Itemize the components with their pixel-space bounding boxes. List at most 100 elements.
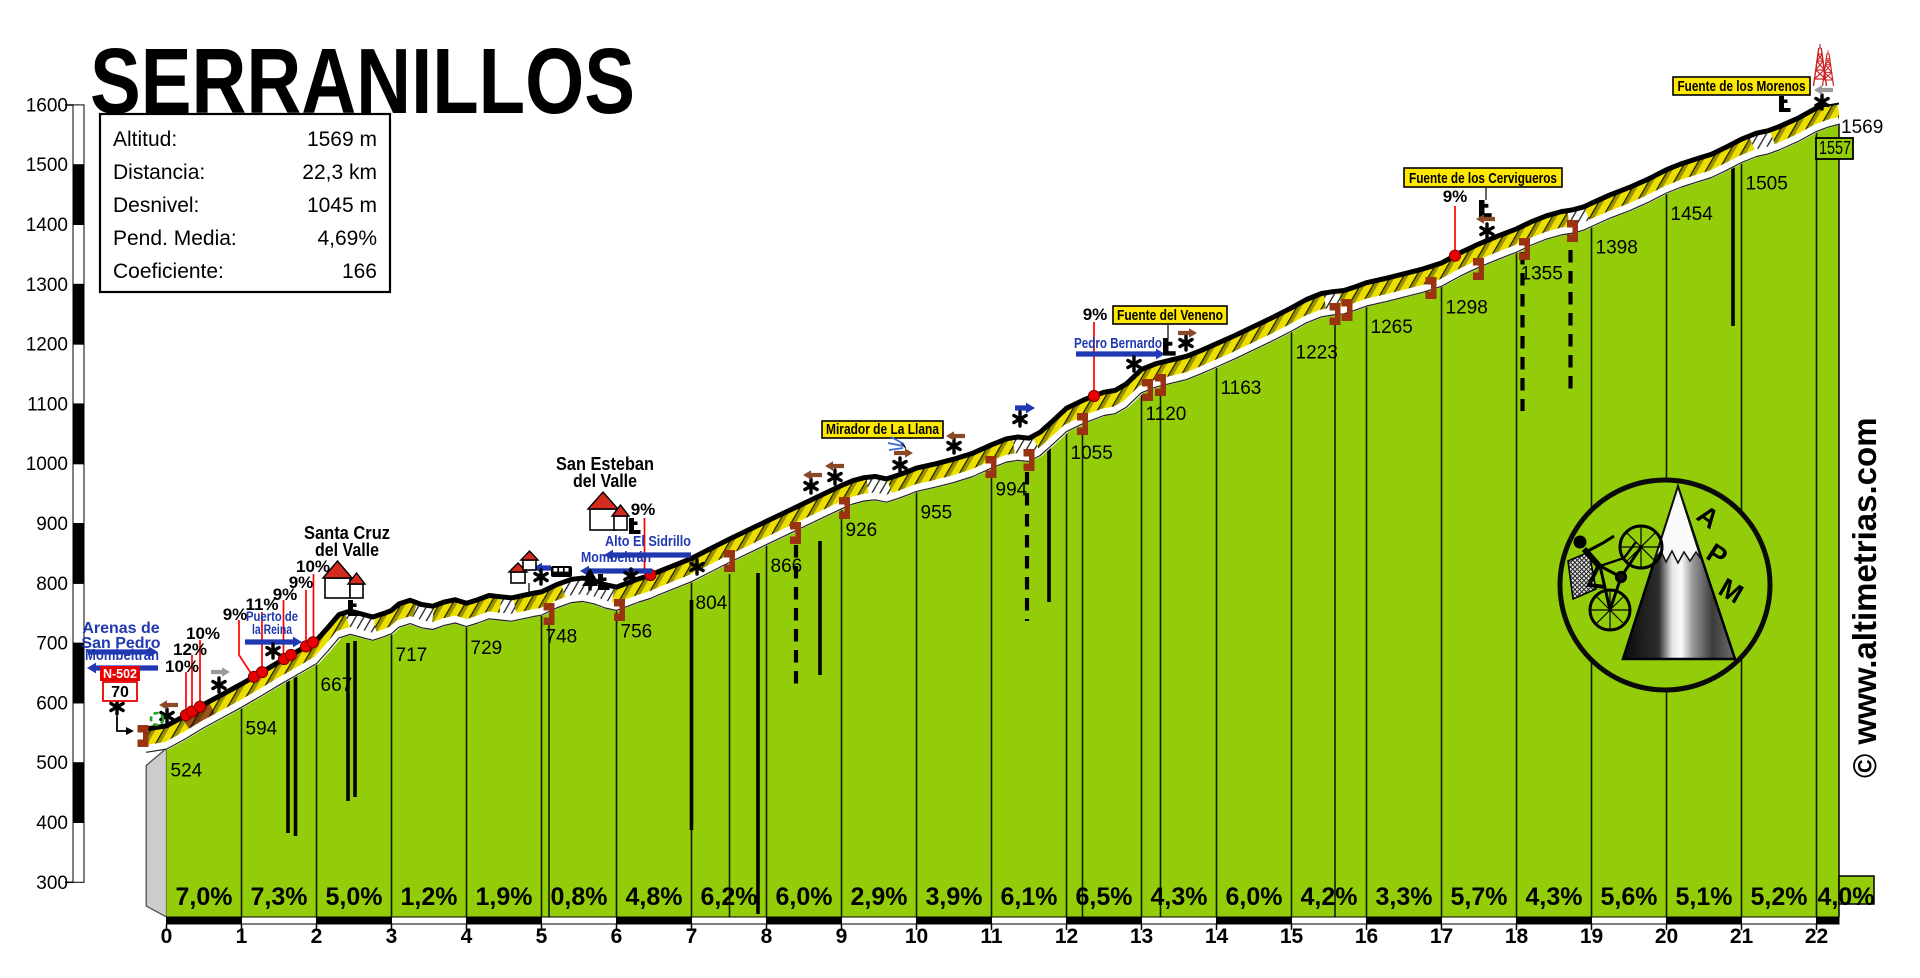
svg-text:667: 667 [321, 675, 353, 696]
svg-text:6,1%: 6,1% [1001, 883, 1058, 911]
svg-text:9%: 9% [631, 500, 656, 519]
svg-text:7,0%: 7,0% [176, 883, 233, 911]
svg-text:Fuente de los Cervigueros: Fuente de los Cervigueros [1409, 170, 1557, 187]
svg-text:Pedro Bernardo: Pedro Bernardo [1074, 335, 1162, 352]
svg-text:14: 14 [1205, 925, 1229, 948]
svg-text:10%: 10% [296, 557, 330, 576]
svg-text:1265: 1265 [1371, 317, 1413, 338]
svg-text:1045 m: 1045 m [307, 194, 377, 217]
svg-text:900: 900 [36, 514, 68, 535]
svg-text:1055: 1055 [1071, 443, 1113, 464]
svg-text:700: 700 [36, 634, 68, 655]
svg-text:7: 7 [686, 925, 698, 948]
svg-text:San Pedro: San Pedro [81, 635, 160, 652]
svg-text:3,9%: 3,9% [926, 883, 983, 911]
svg-text:300: 300 [36, 873, 68, 894]
svg-text:70: 70 [111, 684, 129, 701]
svg-text:1200: 1200 [26, 335, 68, 356]
svg-text:9%: 9% [273, 585, 298, 604]
svg-text:2: 2 [311, 925, 323, 948]
svg-text:4,69%: 4,69% [317, 227, 377, 250]
svg-text:1398: 1398 [1596, 238, 1638, 259]
svg-text:1355: 1355 [1521, 263, 1563, 284]
svg-text:© www.altimetrias.com: © www.altimetrias.com [1846, 417, 1883, 778]
svg-text:10%: 10% [186, 624, 220, 643]
svg-text:1,2%: 1,2% [401, 883, 458, 911]
svg-text:1569 m: 1569 m [307, 128, 377, 151]
svg-text:22,3 km: 22,3 km [302, 161, 377, 184]
svg-text:del Valle: del Valle [315, 540, 379, 560]
svg-text:1163: 1163 [1221, 378, 1262, 399]
svg-text:926: 926 [846, 520, 878, 541]
svg-text:0: 0 [161, 925, 173, 948]
svg-text:Distancia:: Distancia: [113, 161, 205, 184]
svg-text:Mirador de La Llana: Mirador de La Llana [826, 421, 940, 438]
svg-text:12: 12 [1055, 925, 1078, 948]
svg-text:6,0%: 6,0% [1226, 883, 1283, 911]
svg-text:Coeficiente:: Coeficiente: [113, 260, 224, 283]
svg-text:524: 524 [171, 760, 203, 781]
svg-text:21: 21 [1730, 925, 1754, 948]
svg-text:Mombeltrán: Mombeltrán [581, 549, 651, 566]
svg-text:6,0%: 6,0% [776, 883, 833, 911]
svg-text:8: 8 [761, 925, 773, 948]
svg-text:Desnivel:: Desnivel: [113, 194, 199, 217]
svg-text:166: 166 [342, 260, 377, 283]
svg-text:1400: 1400 [26, 215, 68, 236]
svg-text:1: 1 [236, 925, 248, 948]
svg-text:Mombeltrán: Mombeltrán [85, 647, 159, 664]
svg-text:9%: 9% [1083, 305, 1108, 324]
svg-text:5: 5 [536, 925, 548, 948]
svg-text:Pend. Media:: Pend. Media: [113, 227, 237, 250]
svg-text:1300: 1300 [26, 275, 68, 296]
svg-text:Alto El Sidrillo: Alto El Sidrillo [605, 533, 691, 550]
svg-text:4,0%: 4,0% [1818, 883, 1875, 911]
svg-text:4: 4 [461, 925, 473, 948]
svg-text:804: 804 [696, 593, 728, 614]
svg-text:San Esteban: San Esteban [556, 454, 654, 474]
svg-text:1569: 1569 [1841, 117, 1883, 138]
svg-text:5,6%: 5,6% [1601, 883, 1658, 911]
svg-text:Puerto de: Puerto de [246, 609, 298, 624]
svg-text:10%: 10% [165, 657, 199, 676]
svg-text:5,2%: 5,2% [1751, 883, 1808, 911]
svg-text:4,3%: 4,3% [1526, 883, 1583, 911]
svg-text:Santa Cruz: Santa Cruz [304, 523, 390, 543]
svg-text:756: 756 [621, 622, 653, 643]
svg-text:la Reina: la Reina [252, 622, 292, 637]
svg-text:Fuente del Veneno: Fuente del Veneno [1117, 307, 1223, 324]
svg-text:1,9%: 1,9% [476, 883, 533, 911]
svg-text:1120: 1120 [1146, 404, 1187, 425]
svg-text:1454: 1454 [1671, 204, 1714, 225]
svg-text:Arenas de: Arenas de [82, 620, 159, 637]
svg-text:1298: 1298 [1446, 298, 1488, 319]
svg-text:5,0%: 5,0% [326, 883, 383, 911]
svg-text:748: 748 [546, 626, 578, 647]
svg-text:13: 13 [1130, 925, 1153, 948]
svg-text:0,8%: 0,8% [551, 883, 608, 911]
svg-text:600: 600 [36, 693, 68, 714]
svg-text:1557: 1557 [1819, 138, 1851, 158]
svg-text:5,7%: 5,7% [1451, 883, 1508, 911]
svg-text:15: 15 [1280, 925, 1304, 948]
svg-text:1000: 1000 [26, 454, 68, 475]
svg-text:del Valle: del Valle [573, 471, 637, 491]
svg-text:9: 9 [836, 925, 848, 948]
svg-text:19: 19 [1580, 925, 1603, 948]
svg-text:9%: 9% [289, 573, 314, 592]
svg-text:18: 18 [1505, 925, 1529, 948]
svg-text:11: 11 [980, 925, 1003, 948]
svg-text:1505: 1505 [1746, 174, 1788, 195]
svg-text:Fuente de los Morenos: Fuente de los Morenos [1678, 78, 1806, 95]
svg-text:9%: 9% [223, 605, 248, 624]
svg-text:10: 10 [905, 925, 928, 948]
svg-text:1500: 1500 [26, 155, 68, 176]
svg-text:Altitud:: Altitud: [113, 128, 177, 151]
svg-text:17: 17 [1430, 925, 1453, 948]
svg-text:12%: 12% [173, 640, 207, 659]
svg-text:4,8%: 4,8% [626, 883, 683, 911]
svg-text:16: 16 [1355, 925, 1378, 948]
svg-text:1223: 1223 [1296, 342, 1338, 363]
svg-text:955: 955 [921, 503, 953, 524]
svg-text:2,9%: 2,9% [851, 883, 908, 911]
